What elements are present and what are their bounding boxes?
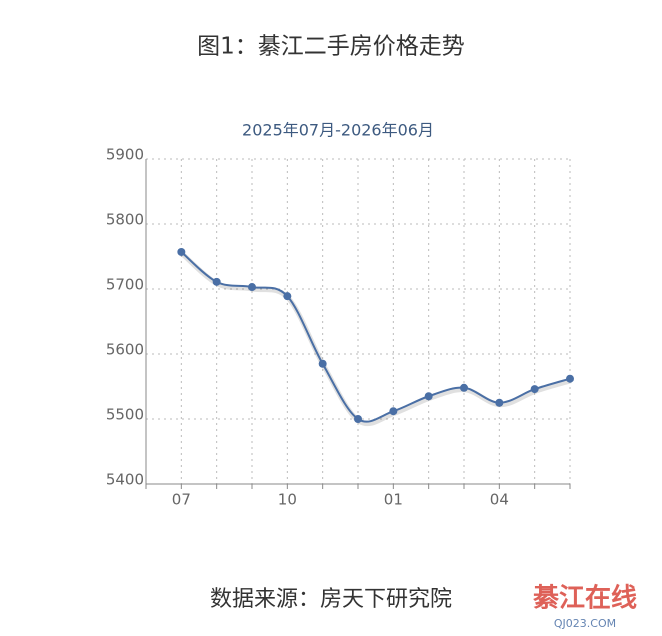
series-line xyxy=(180,251,571,423)
data-point xyxy=(530,385,539,394)
data-point xyxy=(318,359,327,368)
watermark-url: QJ023.COM xyxy=(554,617,616,630)
x-tick-label: 07 xyxy=(172,491,191,509)
y-tick-label: 5500 xyxy=(106,406,144,424)
watermark-name: 綦江在线 xyxy=(533,584,637,614)
data-point xyxy=(177,247,186,256)
x-tick-label: 04 xyxy=(490,491,509,509)
data-point xyxy=(566,374,574,383)
y-tick-label: 5400 xyxy=(106,471,144,489)
data-point xyxy=(495,398,504,407)
x-tick-label: 10 xyxy=(278,491,297,509)
chart-title: 图1：綦江二手房价格走势 xyxy=(197,34,465,60)
data-point xyxy=(389,407,398,416)
y-tick-label: 5600 xyxy=(106,341,144,359)
y-tick-label: 5900 xyxy=(106,146,144,164)
line-shadow xyxy=(180,252,572,427)
data-point xyxy=(283,292,292,301)
y-tick-label: 5700 xyxy=(106,276,144,294)
data-point xyxy=(354,415,362,423)
data-point xyxy=(460,383,468,392)
chart-subtitle: 2025年07月-2026年06月 xyxy=(242,121,434,140)
data-point xyxy=(212,277,221,286)
x-tick-label: 01 xyxy=(384,491,403,509)
source-note: 数据来源：房天下研究院 xyxy=(210,587,452,612)
data-point xyxy=(248,283,256,292)
y-tick-label: 5800 xyxy=(106,211,144,229)
data-point xyxy=(424,392,433,401)
